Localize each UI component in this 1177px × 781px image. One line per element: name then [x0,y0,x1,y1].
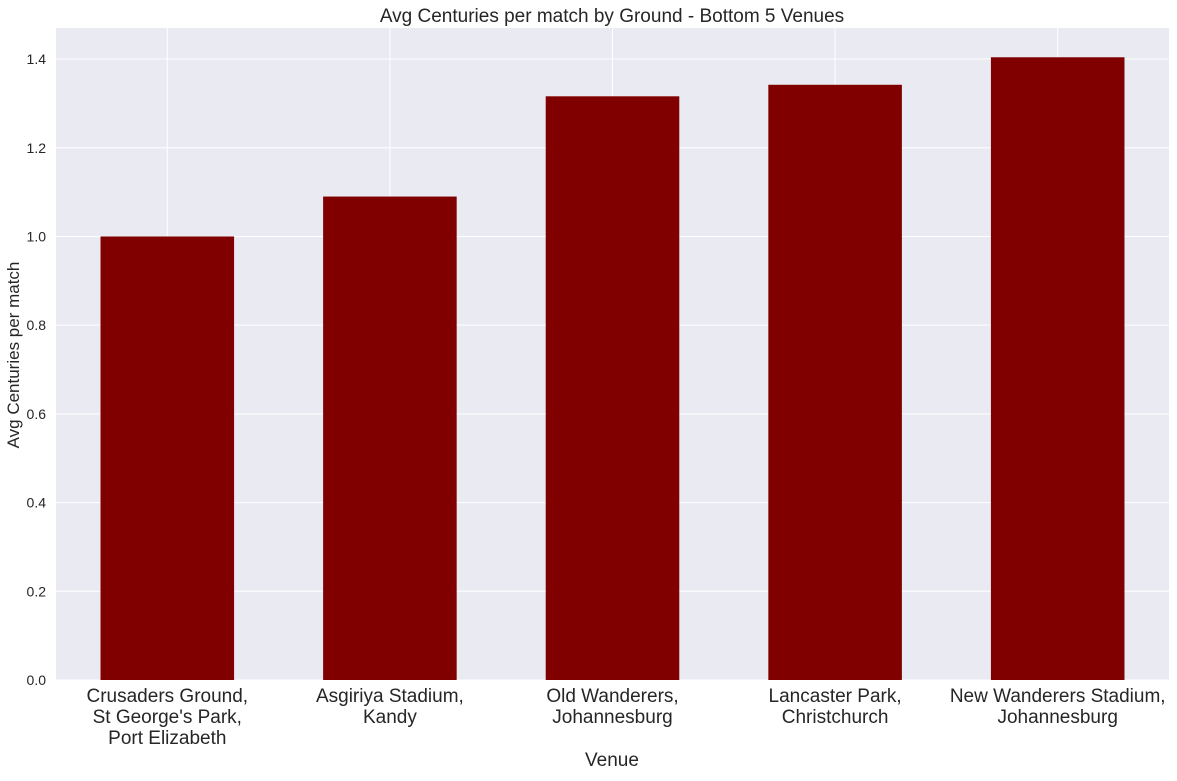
x-tick-label-line: Lancaster Park, [769,686,902,707]
bar [545,96,680,681]
x-tick-label-line: Johannesburg [997,707,1117,728]
x-tick-label: Lancaster Park, Christchurch [769,686,902,728]
y-tick-label: 0.4 [27,495,47,511]
y-axis-ticks: 0.0 0.2 0.4 0.6 0.8 1.0 1.2 1.4 [27,51,47,688]
x-tick-label-line: Crusaders Ground, [87,686,249,707]
x-tick-label-line: Old Wanderers, [546,686,678,707]
y-tick-label: 1.2 [27,140,47,156]
x-tick-label-line: Christchurch [782,707,889,728]
x-axis-label: Venue [585,750,639,771]
bar [323,196,457,680]
x-tick-label-line: St George's Park, [93,707,242,728]
x-tick-label: Crusaders Ground, St George's Park, Port E… [87,686,249,749]
bar [100,236,235,680]
x-tick-label-line: Port Elizabeth [108,728,226,749]
y-tick-label: 0.8 [27,317,47,333]
x-tick-label: Old Wanderers, Johannesburg [546,686,678,728]
x-tick-label-line: Johannesburg [552,707,672,728]
x-tick-label-line: New Wanderers Stadium, [950,686,1166,707]
chart-title: Avg Centuries per match by Ground - Bott… [380,6,844,27]
x-tick-label: New Wanderers Stadium, Johannesburg [950,686,1166,728]
bar [990,57,1125,681]
y-tick-label: 0.2 [27,583,47,599]
x-axis-ticks: Crusaders Ground, St George's Park, Port E… [87,686,1166,749]
y-axis-label: Avg Centuries per match [4,262,23,449]
x-tick-label-line: Kandy [363,707,417,728]
y-tick-label: 0.6 [27,406,47,422]
x-tick-label: Asgiriya Stadium, Kandy [316,686,464,728]
y-tick-label: 1.0 [27,228,47,244]
x-tick-label-line: Asgiriya Stadium, [316,686,464,707]
bar [768,84,902,681]
bars [100,57,1125,681]
y-tick-label: 1.4 [27,51,47,67]
y-tick-label: 0.0 [27,672,47,688]
